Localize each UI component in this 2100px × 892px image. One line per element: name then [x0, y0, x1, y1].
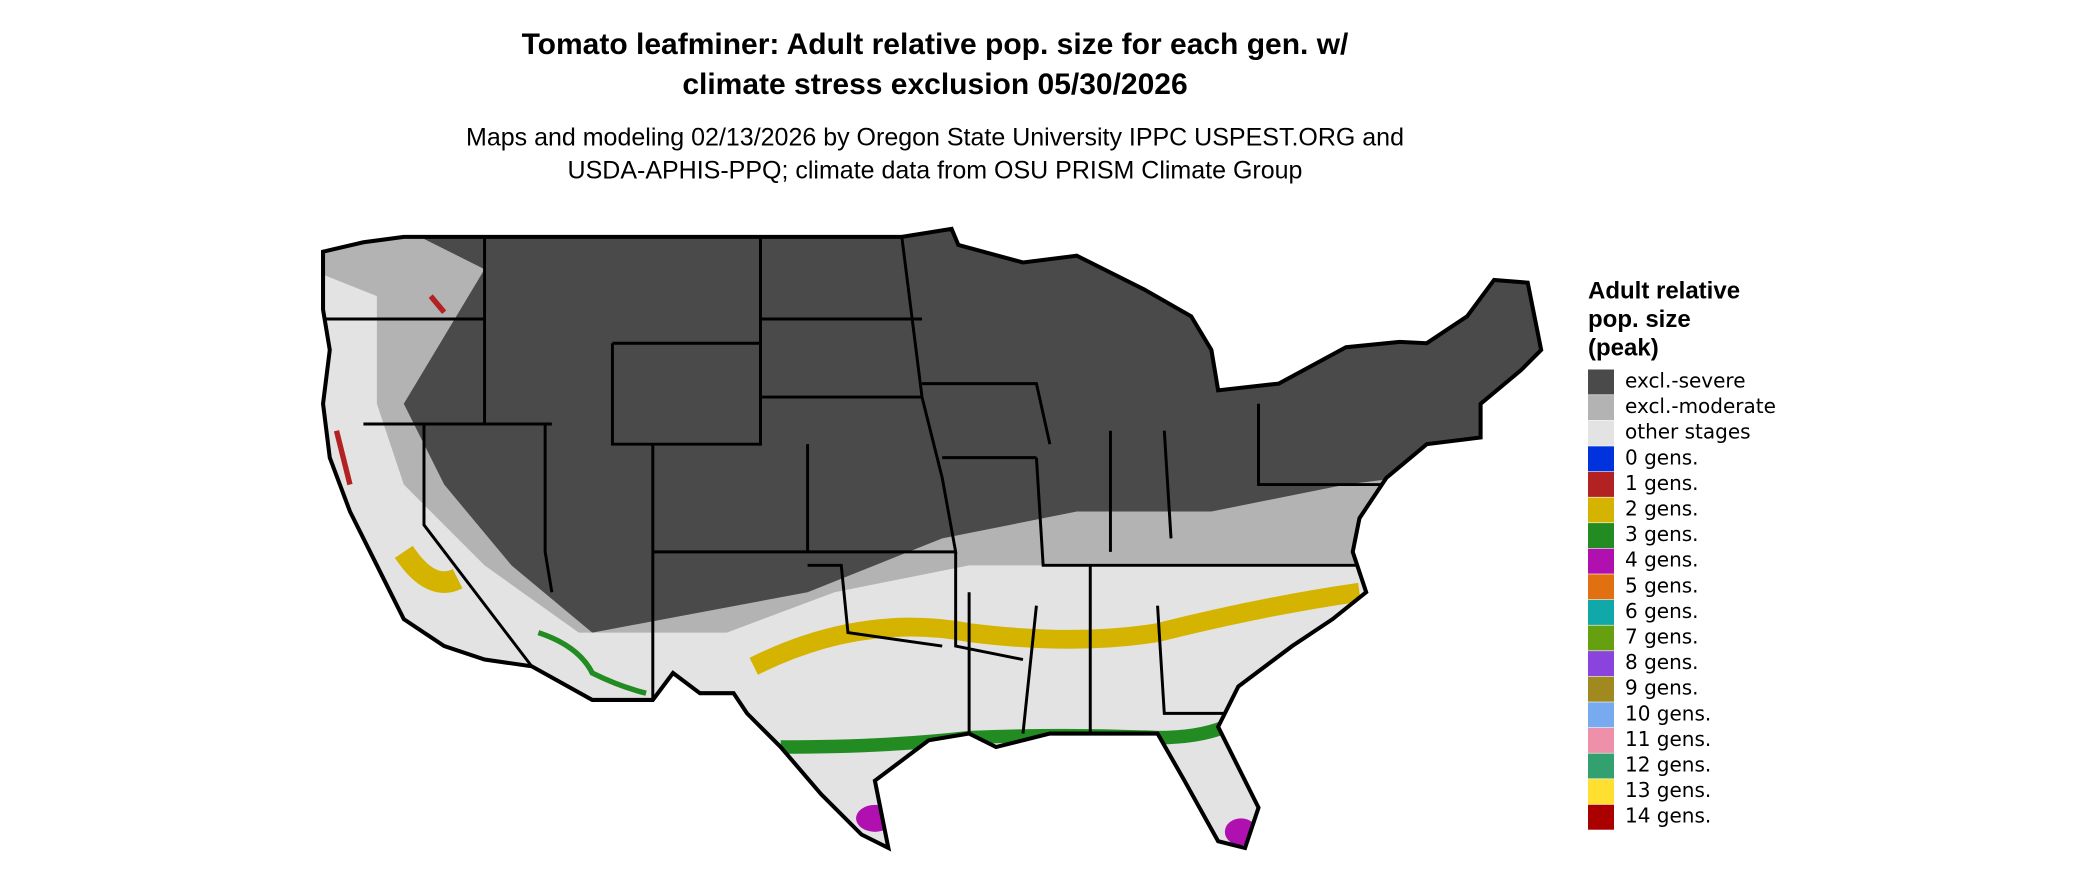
map: [321, 226, 1544, 852]
two-gens-west: [394, 545, 463, 593]
legend-swatch: [1588, 446, 1614, 472]
legend-swatch: [1588, 599, 1614, 625]
title-line: Tomato leafminer: Adult relative pop. si…: [522, 28, 1349, 61]
legend-swatch: [1588, 651, 1614, 677]
legend-title: pop. size: [1588, 306, 1691, 333]
legend-swatch: [1588, 497, 1614, 523]
legend-swatch: [1588, 420, 1614, 446]
legend-swatch: [1588, 676, 1614, 702]
legend-label: 4 gens.: [1625, 548, 1699, 572]
subtitle-line: USDA-APHIS-PPQ; climate data from OSU PR…: [568, 157, 1303, 185]
legend-swatch: [1588, 574, 1614, 600]
legend-label: 7 gens.: [1625, 625, 1699, 649]
legend-label: 10 gens.: [1625, 701, 1711, 725]
legend-swatch: [1588, 625, 1614, 651]
state-borders: [323, 236, 1387, 734]
legend-swatch: [1588, 702, 1614, 728]
legend-label: 6 gens.: [1625, 599, 1699, 623]
three-gens-band: [780, 720, 1228, 754]
legend-label: 9 gens.: [1625, 676, 1699, 700]
us-outline: [321, 226, 1544, 852]
legend-label: excl.-moderate: [1625, 394, 1776, 418]
legend-label: 0 gens.: [1625, 445, 1699, 469]
legend-label: 12 gens.: [1625, 753, 1711, 777]
legend-swatch: [1588, 727, 1614, 753]
legend-swatch: [1588, 753, 1614, 779]
subtitle-line: Maps and modeling 02/13/2026 by Oregon S…: [466, 124, 1404, 152]
one-gen-spots: [333, 294, 447, 486]
legend-swatch: [1588, 779, 1614, 805]
title-line: climate stress exclusion 05/30/2026: [682, 68, 1187, 101]
legend-swatch: [1588, 804, 1614, 830]
legend-swatch: [1588, 548, 1614, 574]
legend-swatch: [1588, 369, 1614, 395]
legend-label: 3 gens.: [1625, 522, 1699, 546]
severe-zone: [323, 228, 1542, 848]
legend-label: 5 gens.: [1625, 573, 1699, 597]
legend-title: (peak): [1588, 334, 1659, 361]
legend-label: 13 gens.: [1625, 778, 1711, 802]
three-gens-west: [537, 630, 647, 696]
legend-title: Adult relative: [1588, 277, 1740, 304]
legend-label: other stages: [1625, 420, 1751, 444]
legend-label: excl.-severe: [1625, 369, 1746, 393]
legend-swatch: [1588, 523, 1614, 549]
four-gens-tx: [856, 804, 894, 832]
legend-label: 1 gens.: [1625, 471, 1699, 495]
legend-label: 8 gens.: [1625, 650, 1699, 674]
legend-swatch: [1588, 395, 1614, 421]
legend-label: 14 gens.: [1625, 804, 1711, 828]
legend-label: 2 gens.: [1625, 497, 1699, 521]
legend-swatch: [1588, 471, 1614, 497]
legend-label: 11 gens.: [1625, 727, 1711, 751]
